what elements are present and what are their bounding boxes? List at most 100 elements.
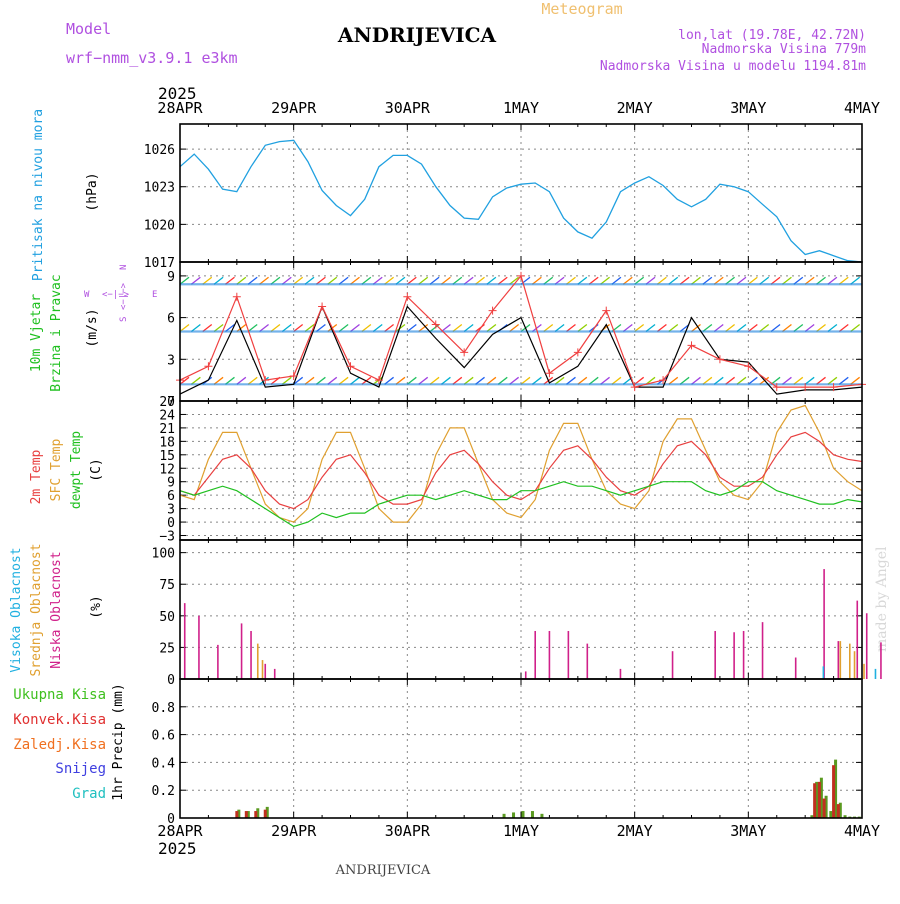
wind-barb: [463, 376, 474, 385]
wind-gust-marker: [232, 292, 241, 301]
wind-barb: [691, 323, 701, 333]
wind-barb: [566, 323, 576, 333]
pressure-line: [179, 139, 863, 263]
wind-gust-marker: [772, 383, 781, 392]
y-tick-label: 0: [167, 516, 175, 531]
wind-barb: [577, 276, 588, 285]
wind-gust-marker: [573, 348, 582, 357]
y-tick-label: 0: [167, 812, 175, 827]
wind-barb: [736, 376, 747, 385]
wind-barb: [270, 276, 281, 285]
wind-barb: [668, 323, 679, 333]
wind-barb: [554, 323, 565, 333]
wind-barb: [304, 376, 315, 385]
wind-gust-marker: [545, 369, 554, 378]
wind-gust-marker: [687, 341, 696, 350]
wind-barb: [668, 276, 679, 285]
wind-barb: [702, 276, 713, 285]
wind-barb: [361, 276, 372, 285]
wind-barb: [486, 376, 497, 385]
wind-barb: [850, 276, 861, 285]
y-tick-label: 12: [159, 462, 175, 477]
wind-barb: [429, 376, 440, 385]
wind-barb: [179, 376, 190, 385]
wind-gust-marker: [431, 320, 440, 329]
dir-arrow-sn: <−|−>: [119, 282, 129, 310]
precip-bar: [540, 813, 544, 818]
wind-barb: [259, 376, 269, 385]
wind-barb: [395, 376, 406, 385]
sfc-temp-line: [179, 404, 863, 523]
precip-bar: [810, 815, 814, 818]
wind-barb: [418, 323, 429, 333]
precip-bar: [244, 811, 248, 818]
wind-barb: [190, 323, 201, 333]
wind-barb: [304, 276, 315, 285]
date-label-bottom: 28APR: [157, 822, 203, 840]
wind-barb: [702, 323, 713, 333]
wind-barb: [838, 376, 849, 385]
wind-barb: [600, 376, 610, 385]
wind-barb: [281, 276, 292, 285]
wind-barb: [429, 276, 440, 285]
wind-barb: [759, 323, 770, 333]
year-bottom: 2025: [158, 839, 197, 858]
wind-barb: [418, 376, 429, 385]
wind-barb: [850, 323, 861, 333]
wind-barb: [816, 323, 826, 333]
y-tick-label: 0.8: [152, 701, 175, 716]
wind-gust-marker: [715, 355, 724, 364]
wind-barb: [350, 323, 360, 333]
panel-frame: [179, 123, 863, 263]
model-altitude-label: Nadmorska Visina u modelu 1194.81m: [600, 59, 866, 74]
wind-barb: [270, 323, 281, 333]
date-label-top: 4MAY: [844, 99, 880, 117]
precip-bar: [838, 802, 842, 818]
wind-barb: [316, 376, 326, 385]
wind-gust-marker: [346, 362, 355, 371]
wind-barb: [304, 323, 315, 333]
wind-barb: [736, 323, 747, 333]
wind-barb: [441, 323, 451, 333]
wind-gust-marker: [318, 302, 327, 311]
wind-barb: [713, 276, 724, 285]
precip-bar: [815, 781, 819, 818]
wind-barb: [486, 276, 497, 285]
wind-barb: [804, 323, 815, 333]
wind-barb: [190, 276, 201, 285]
total-rain-label: Ukupna Kisa: [13, 687, 106, 703]
wind-barb: [566, 276, 576, 285]
date-label-top: 3MAY: [730, 99, 766, 117]
dir-arrow-we: <−|−>: [102, 290, 130, 300]
wind-barb: [747, 276, 758, 285]
wind-barb: [793, 323, 804, 333]
y-tick-label: 1023: [144, 181, 175, 196]
wind-direction-legend: W <−|−> E S <−|−> N: [84, 265, 157, 322]
wind-barb: [531, 276, 542, 285]
panel-frame: [179, 539, 863, 680]
cloud-unit: (%): [89, 595, 104, 618]
dir-w: W: [84, 290, 90, 300]
y-tick-label: 24: [159, 408, 175, 423]
date-label-bottom: 3MAY: [730, 822, 766, 840]
wind-barb: [384, 323, 394, 333]
wind-barb: [316, 323, 326, 333]
model-name: wrf−nmm_v3.9.1 e3km: [66, 49, 238, 67]
wind-barb: [554, 276, 565, 285]
wind-barb: [543, 323, 554, 333]
wind-barb: [725, 323, 735, 333]
wind-barb: [372, 376, 383, 385]
wind-barb: [645, 276, 656, 285]
high-cloud-label: Visoka Oblacnost: [9, 547, 24, 672]
wind-barb: [691, 376, 701, 385]
dir-s: S: [119, 317, 129, 322]
wind-barb: [395, 276, 406, 285]
y-tick-label: 75: [159, 578, 175, 593]
precip-bar: [843, 815, 847, 818]
precip-bar: [834, 759, 838, 818]
wind-barb: [645, 376, 656, 385]
wind-gust-marker: [744, 362, 753, 371]
date-label-top: 2MAY: [617, 99, 653, 117]
wind-gust-marker: [630, 383, 639, 392]
